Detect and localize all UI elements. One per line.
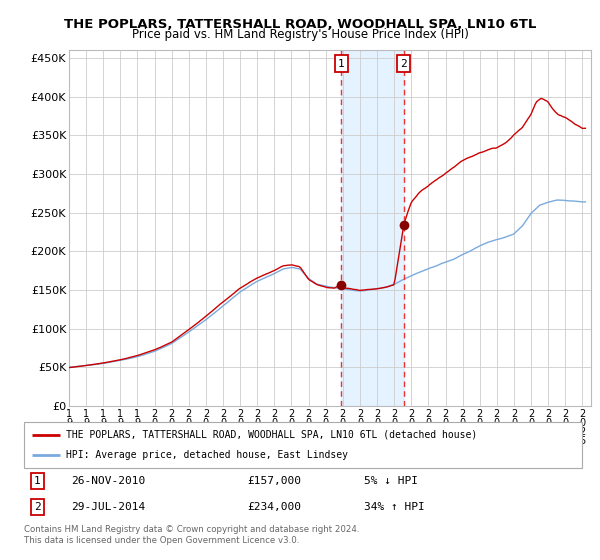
Text: 2: 2 (401, 59, 407, 68)
Bar (341, 50, 404, 406)
Text: 1: 1 (34, 476, 41, 486)
FancyBboxPatch shape (24, 422, 582, 468)
Text: £234,000: £234,000 (247, 502, 301, 512)
Text: 29-JUL-2014: 29-JUL-2014 (71, 502, 146, 512)
Text: HPI: Average price, detached house, East Lindsey: HPI: Average price, detached house, East… (66, 450, 348, 460)
Text: 1: 1 (338, 59, 344, 68)
Text: THE POPLARS, TATTERSHALL ROAD, WOODHALL SPA, LN10 6TL (detached house): THE POPLARS, TATTERSHALL ROAD, WOODHALL … (66, 430, 477, 440)
Text: 5% ↓ HPI: 5% ↓ HPI (364, 476, 418, 486)
Text: 26-NOV-2010: 26-NOV-2010 (71, 476, 146, 486)
Text: £157,000: £157,000 (247, 476, 301, 486)
Text: Price paid vs. HM Land Registry's House Price Index (HPI): Price paid vs. HM Land Registry's House … (131, 28, 469, 41)
Text: 2: 2 (34, 502, 41, 512)
Text: THE POPLARS, TATTERSHALL ROAD, WOODHALL SPA, LN10 6TL: THE POPLARS, TATTERSHALL ROAD, WOODHALL … (64, 18, 536, 31)
Text: Contains HM Land Registry data © Crown copyright and database right 2024.
This d: Contains HM Land Registry data © Crown c… (24, 525, 359, 545)
Text: 34% ↑ HPI: 34% ↑ HPI (364, 502, 425, 512)
